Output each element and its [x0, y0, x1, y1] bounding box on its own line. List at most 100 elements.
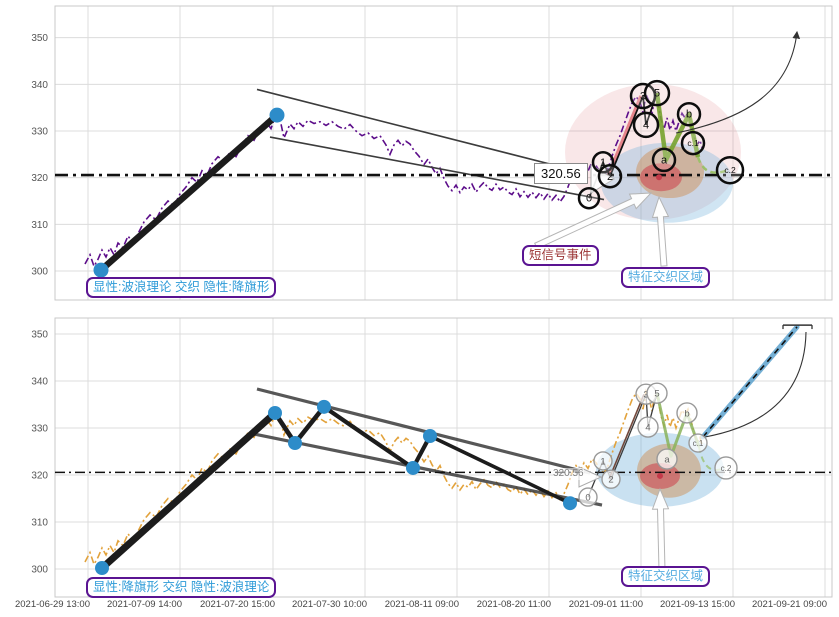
y-tick-label-top-1: 310: [31, 220, 48, 231]
y-tick-label-top-3: 330: [31, 126, 48, 137]
plot-border-bottom: [54, 317, 833, 598]
wave-circle-label-c.1-top: c.1: [687, 138, 699, 148]
wave-circle-5-bottom: [646, 382, 668, 404]
weave-region-label-top: 特征交织区域: [621, 267, 711, 288]
x-tick-label-2: 2021-07-20 15:00: [200, 599, 275, 610]
price-line-bottom: [84, 388, 703, 567]
wave-circle-c.2-top: [715, 155, 745, 185]
wave-circle-label-2-top: 2: [607, 171, 613, 183]
trend-segment-bottom-3: [321, 404, 416, 471]
pivot-dot-bottom-4: [406, 460, 420, 475]
wave-circle-a-top: [651, 147, 677, 173]
weave-region-label-bottom: 特征交织区域: [621, 566, 711, 587]
wave-circle-4-bottom: [637, 416, 659, 438]
price-callout-bottom: 320.56: [553, 468, 584, 480]
trend-segment-bottom-0: [98, 409, 279, 572]
pivot-dot-bottom-0: [95, 561, 109, 576]
x-tick-label-7: 2021-09-13 15:00: [660, 599, 735, 610]
wave-circle-label-c.2-bottom: c.2: [721, 464, 732, 473]
y-tick-label-bottom-1: 310: [31, 518, 48, 529]
pivot-dot-bottom-3: [317, 399, 331, 414]
pivot-dot-bottom-5: [423, 428, 437, 443]
pivot-dot-top-0: [93, 262, 109, 278]
wave-circle-b-bottom: [676, 402, 698, 424]
y-tick-label-bottom-0: 300: [31, 565, 48, 576]
wave-circle-label-1-top: 1: [600, 157, 606, 169]
wave-circle-label-a-top: a: [661, 154, 668, 166]
caption-bottom-explicit-flag: 显性:降旗形 交织 隐性:波浪理论: [86, 577, 277, 598]
x-tick-label-8: 2021-09-21 09:00: [752, 599, 827, 610]
curve-arrow-top: [675, 30, 801, 134]
wave-circle-2-top: [597, 164, 623, 189]
wave-circle-a-bottom: [656, 448, 678, 470]
wave-circle-label-5-top: 5: [654, 88, 660, 100]
wave-circle-label-0-bottom: 0: [585, 493, 590, 504]
wave-circle-5-top: [643, 79, 671, 107]
y-tick-label-bottom-4: 340: [31, 377, 48, 388]
wave-circle-label-b-top: b: [686, 109, 692, 121]
price-callout-top: 320.56: [534, 163, 588, 184]
wave-circle-c.1-bottom: [688, 433, 708, 453]
pivot-dot-bottom-6: [563, 496, 577, 511]
pivot-dot-bottom-2: [288, 436, 302, 451]
white-arrow-bottom-0: [651, 487, 670, 571]
impulse-line-top: [588, 92, 658, 199]
wave-circle-label-b-bottom: b: [684, 408, 689, 419]
wave-circle-label-1-bottom: 1: [600, 456, 605, 467]
center-marker-bottom: [657, 472, 663, 479]
pivot-dot-bottom-1: [268, 405, 282, 420]
signal-event-label: 短信号事件: [522, 245, 599, 266]
wave-circle-label-a-bottom: a: [664, 455, 670, 466]
plot-border-top: [54, 5, 833, 301]
wave-circle-0-top: [577, 186, 601, 210]
corrective-line-top: [654, 92, 701, 163]
x-tick-label-5: 2021-08-20 11:00: [477, 599, 551, 610]
wave-circle-1-top: [591, 151, 615, 174]
channel-upper-bottom: [256, 387, 591, 475]
corrective-dashed-top: [696, 156, 730, 174]
wave-circle-4-top: [632, 111, 660, 139]
trend-segment-bottom-5: [428, 434, 572, 506]
wave-circle-2-bottom: [601, 469, 621, 489]
y-tick-label-bottom-2: 320: [31, 471, 48, 482]
white-arrow-top-0: [534, 192, 653, 250]
x-tick-label-1: 2021-07-09 14:00: [107, 599, 182, 610]
wave-circle-label-4-bottom: 4: [645, 423, 650, 434]
wave-circle-label-2-bottom: 2: [608, 475, 613, 486]
wave-circle-label-c.1-bottom: c.1: [693, 439, 704, 448]
wave-circle-label-5-bottom: 5: [654, 389, 659, 400]
x-tick-label-4: 2021-08-11 09:00: [385, 599, 459, 610]
projection-dash-bottom: [702, 326, 798, 438]
y-tick-label-top-0: 300: [31, 267, 48, 278]
wave-circle-label-c.2-top: c.2: [724, 165, 736, 175]
y-tick-label-bottom-5: 350: [31, 330, 48, 341]
wave-circle-label-3-bottom: 3: [643, 390, 648, 401]
y-tick-label-bottom-3: 330: [31, 424, 48, 435]
channel-lower-top: [269, 136, 605, 201]
trend-segment-bottom-2: [292, 404, 327, 446]
caption-top-explicit-wave: 显性:波浪理论 交织 隐性:降旗形: [86, 277, 277, 298]
wave-circle-label-4-top: 4: [643, 119, 649, 131]
wave-circle-c.2-bottom: [714, 456, 738, 480]
corrective-line-bottom: [655, 392, 701, 458]
white-arrow-top-1: [651, 195, 670, 267]
channel-upper-top: [256, 88, 586, 174]
y-tick-label-top-4: 340: [31, 80, 48, 91]
curve-arrow-bottom: [704, 331, 807, 438]
wave-circle-label-0-top: 0: [586, 193, 592, 205]
wave-circle-0-bottom: [578, 487, 598, 507]
wave-circle-1-bottom: [593, 451, 613, 471]
x-tick-label-0: 2021-06-29 13:00: [15, 599, 90, 610]
x-tick-label-6: 2021-09-01 11:00: [569, 599, 643, 610]
wave-circle-label-3-top: 3: [640, 90, 646, 102]
center-marker-top: [656, 174, 662, 181]
pivot-dot-top-1: [269, 107, 285, 123]
wave-circle-c.1-top: [680, 130, 706, 156]
y-tick-label-top-5: 350: [31, 33, 48, 44]
accent-segment-bottom: [608, 393, 645, 480]
y-tick-label-top-2: 320: [31, 173, 48, 184]
channel-lower-bottom: [249, 431, 603, 507]
trend-segment-top-0: [97, 111, 281, 274]
